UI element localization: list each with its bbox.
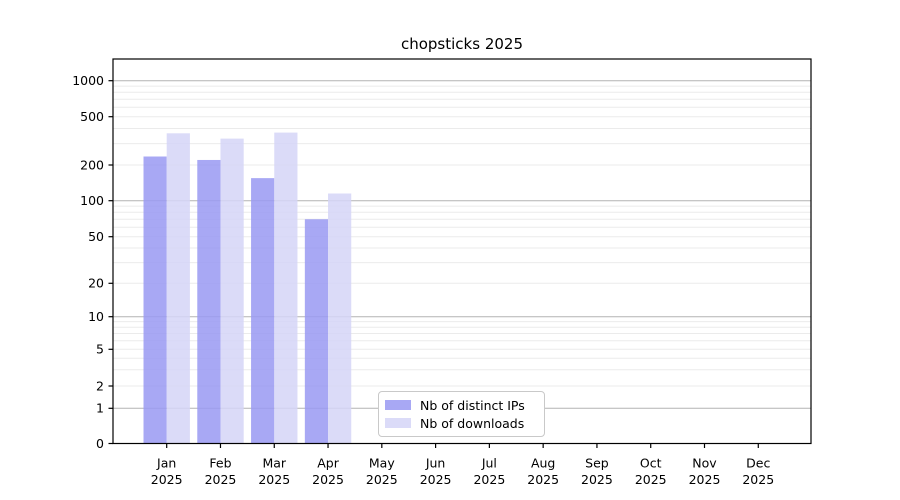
svg-text:Jun: Jun [425, 456, 446, 471]
bar [328, 193, 352, 444]
svg-text:2025: 2025 [581, 472, 613, 487]
svg-text:Apr: Apr [317, 456, 339, 471]
bar [220, 138, 244, 444]
bar [251, 178, 275, 444]
svg-text:2025: 2025 [258, 472, 290, 487]
svg-text:1000: 1000 [72, 73, 104, 88]
y-axis: 0 1 2 5 10 20 50 100 200 500 1000 [72, 73, 113, 451]
legend-swatch-distinct-ips [385, 400, 411, 410]
legend-item-distinct-ips: Nb of distinct IPs [385, 397, 536, 414]
svg-text:2025: 2025 [151, 472, 183, 487]
svg-text:100: 100 [80, 193, 104, 208]
svg-text:5: 5 [96, 342, 104, 357]
svg-text:2: 2 [96, 378, 104, 393]
legend-label-distinct-ips: Nb of distinct IPs [420, 397, 525, 413]
bar [304, 219, 329, 444]
legend: Nb of distinct IPs Nb of downloads [378, 391, 545, 437]
svg-text:500: 500 [80, 109, 104, 124]
svg-text:Dec: Dec [746, 456, 770, 471]
legend-swatch-downloads [385, 418, 411, 428]
svg-text:Jul: Jul [481, 456, 497, 471]
svg-text:2025: 2025 [527, 472, 559, 487]
svg-text:Mar: Mar [262, 456, 286, 471]
series-1 [166, 132, 352, 444]
svg-text:Aug: Aug [531, 456, 555, 471]
svg-text:2025: 2025 [205, 472, 237, 487]
svg-text:0: 0 [96, 436, 104, 451]
x-axis: Jan2025Feb2025Mar2025Apr2025May2025Jun20… [151, 443, 774, 487]
legend-item-downloads: Nb of downloads [385, 415, 536, 432]
svg-text:2025: 2025 [420, 472, 452, 487]
bar [197, 159, 221, 444]
bar [166, 133, 190, 444]
svg-text:1: 1 [96, 401, 104, 416]
svg-text:Sep: Sep [585, 456, 609, 471]
svg-text:2025: 2025 [366, 472, 398, 487]
plot-frame [112, 58, 812, 445]
svg-text:200: 200 [80, 157, 104, 172]
svg-text:May: May [369, 456, 395, 471]
series-0 [143, 156, 329, 444]
svg-text:2025: 2025 [312, 472, 344, 487]
bar [274, 132, 298, 444]
legend-label-downloads: Nb of downloads [420, 415, 525, 431]
chart-title: chopsticks 2025 [400, 35, 523, 53]
bar [143, 156, 167, 444]
svg-text:Nov: Nov [692, 456, 717, 471]
svg-text:Feb: Feb [209, 456, 231, 471]
svg-text:Oct: Oct [640, 456, 662, 471]
svg-text:2025: 2025 [473, 472, 505, 487]
svg-text:50: 50 [88, 229, 104, 244]
svg-text:2025: 2025 [742, 472, 774, 487]
svg-text:20: 20 [88, 276, 104, 291]
bars [143, 132, 352, 444]
svg-text:Jan: Jan [156, 456, 176, 471]
svg-text:10: 10 [88, 309, 104, 324]
svg-text:2025: 2025 [689, 472, 721, 487]
svg-text:2025: 2025 [635, 472, 667, 487]
